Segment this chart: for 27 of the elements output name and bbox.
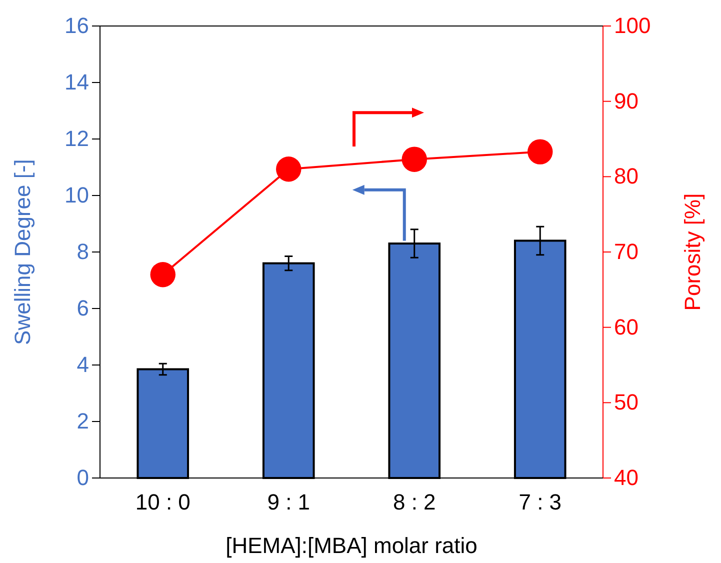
y-tick-label: 12 [64,126,89,152]
y2-tick-label: 100 [614,13,651,38]
x-tick-label: 9 : 1 [267,490,310,515]
y2-axis-title: Porosity [%] [680,193,705,311]
y2-tick-label: 70 [614,239,638,264]
y2-tick-label: 80 [614,164,638,189]
y-tick-label: 4 [76,352,89,378]
y-tick-label: 8 [76,239,89,264]
y-tick-label: 0 [76,465,89,490]
x-axis-title: [HEMA]:[MBA] molar ratio [226,533,478,558]
y-tick-label: 6 [76,296,89,321]
x-tick-label: 10 : 0 [135,490,190,515]
y-tick-label: 16 [64,13,89,38]
y2-tick-label: 50 [614,390,638,415]
point [276,156,302,182]
y2-tick-label: 60 [614,314,638,340]
y-tick-label: 2 [76,408,89,434]
y2-tick-label: 90 [614,88,638,114]
y-tick-label: 10 [64,182,89,208]
x-tick-label: 7 : 3 [518,490,562,515]
y2-tick-label: 40 [614,465,638,490]
y-tick-label: 14 [64,70,89,95]
y-axis-title: Swelling Degree [-] [10,159,35,345]
point [150,262,176,288]
point [528,139,553,164]
x-tick-label: 8 : 2 [392,490,436,515]
point [402,146,427,172]
